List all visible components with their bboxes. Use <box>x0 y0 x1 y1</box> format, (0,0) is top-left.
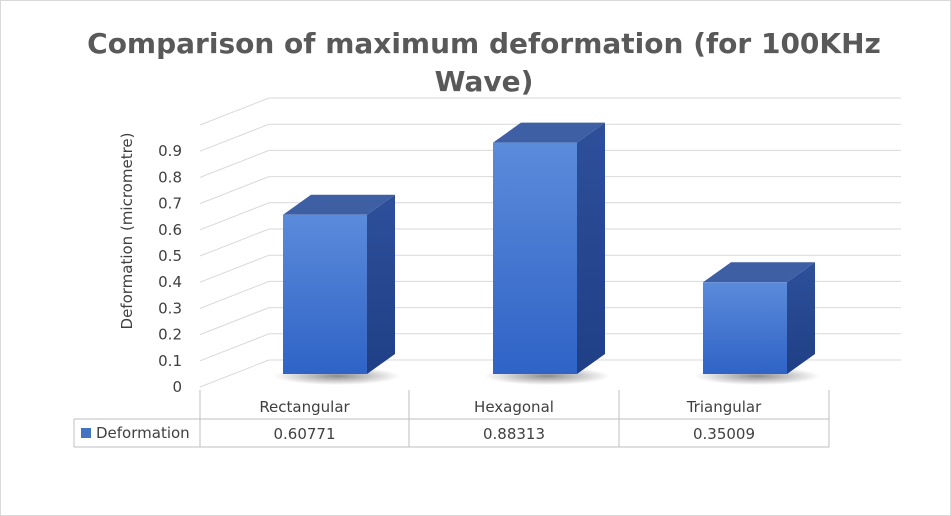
data-value-label: 0.60771 <box>273 425 335 443</box>
gridline-diagonal <box>199 149 270 178</box>
gridline-diagonal <box>199 202 270 231</box>
y-tick-label: 0.4 <box>158 273 182 291</box>
bar-front-face <box>493 142 577 374</box>
gridline-diagonal <box>199 254 270 283</box>
bar-side-face <box>367 194 395 374</box>
data-value-label: 0.88313 <box>483 425 545 443</box>
bar-front-face <box>703 282 787 374</box>
gridline-diagonal <box>199 123 270 152</box>
legend-swatch <box>81 428 91 438</box>
gridline-diagonal <box>199 359 270 388</box>
x-category-label: Hexagonal <box>474 398 554 416</box>
bar-top-face <box>283 194 395 215</box>
y-axis-ticks: 0 0.1 0.2 0.3 0.4 0.5 0.6 0.7 0.8 0.9 <box>158 142 182 396</box>
y-tick-label: 0.3 <box>158 299 182 317</box>
chart-title-line-2: Wave) <box>435 65 534 98</box>
y-axis-label: Deformation (micrometre) <box>118 133 136 330</box>
bar-top-face <box>703 262 815 283</box>
gridline-diagonal <box>199 333 270 362</box>
chart-title: Comparison of maximum deformation (for 1… <box>87 27 881 98</box>
y-tick-label: 0.6 <box>158 221 182 239</box>
y-tick-label: 0.9 <box>158 142 182 160</box>
gridline-diagonal <box>199 176 270 205</box>
chart-title-line-1: Comparison of maximum deformation (for 1… <box>87 27 881 60</box>
gridline-diagonal <box>199 97 270 126</box>
x-category-label: Triangular <box>686 398 762 416</box>
gridline-diagonal <box>199 307 270 336</box>
bar-top-face <box>493 122 605 143</box>
x-category-label: Rectangular <box>259 398 350 416</box>
bar-side-face <box>787 262 815 374</box>
bar-side-face <box>577 122 605 375</box>
gridline-diagonal <box>199 228 270 257</box>
y-tick-label: 0.2 <box>158 326 182 344</box>
y-tick-label: 0.5 <box>158 247 182 265</box>
bar-triangular <box>694 262 820 385</box>
bars <box>274 122 820 385</box>
data-table: Rectangular Hexagonal Triangular Deformatio… <box>73 390 830 448</box>
bar-rectangular <box>274 194 400 385</box>
bar-front-face <box>283 214 367 374</box>
gridline-diagonal <box>199 280 270 309</box>
y-tick-label: 0.8 <box>158 168 182 186</box>
y-tick-label: 0.1 <box>158 352 182 370</box>
y-tick-label: 0 <box>172 378 182 396</box>
bar-hexagonal <box>484 122 610 385</box>
legend-series-name: Deformation <box>96 424 190 442</box>
data-value-label: 0.35009 <box>693 425 755 443</box>
y-tick-label: 0.7 <box>158 195 182 213</box>
